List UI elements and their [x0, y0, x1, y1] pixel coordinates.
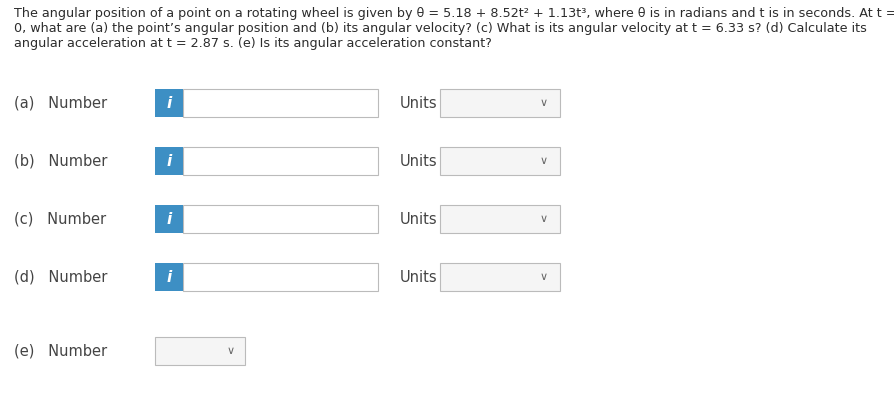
Text: i: i	[166, 154, 172, 168]
Text: angular acceleration at t = 2.87 s. (e) Is its angular acceleration constant?: angular acceleration at t = 2.87 s. (e) …	[14, 37, 492, 50]
Text: i: i	[166, 95, 172, 110]
Text: i: i	[166, 269, 172, 285]
Text: (e)   Number: (e) Number	[14, 344, 107, 359]
FancyBboxPatch shape	[155, 337, 245, 365]
FancyBboxPatch shape	[155, 89, 183, 117]
FancyBboxPatch shape	[440, 205, 560, 233]
FancyBboxPatch shape	[183, 205, 378, 233]
Text: ∨: ∨	[227, 346, 235, 356]
FancyBboxPatch shape	[440, 263, 560, 291]
FancyBboxPatch shape	[155, 147, 183, 175]
FancyBboxPatch shape	[155, 263, 183, 291]
Text: (c)   Number: (c) Number	[14, 212, 106, 227]
Text: Units: Units	[400, 154, 438, 168]
Text: The angular position of a point on a rotating wheel is given by θ = 5.18 + 8.52t: The angular position of a point on a rot…	[14, 7, 894, 20]
Text: Units: Units	[400, 212, 438, 227]
Text: ∨: ∨	[540, 98, 548, 108]
Text: (b)   Number: (b) Number	[14, 154, 107, 168]
FancyBboxPatch shape	[183, 263, 378, 291]
FancyBboxPatch shape	[440, 147, 560, 175]
Text: (a)   Number: (a) Number	[14, 95, 107, 110]
FancyBboxPatch shape	[155, 205, 183, 233]
Text: 0, what are (a) the point’s angular position and (b) its angular velocity? (c) W: 0, what are (a) the point’s angular posi…	[14, 22, 867, 35]
Text: Units: Units	[400, 269, 438, 285]
FancyBboxPatch shape	[183, 89, 378, 117]
FancyBboxPatch shape	[183, 147, 378, 175]
Text: i: i	[166, 212, 172, 227]
Text: ∨: ∨	[540, 214, 548, 224]
Text: (d)   Number: (d) Number	[14, 269, 107, 285]
Text: Units: Units	[400, 95, 438, 110]
Text: ∨: ∨	[540, 156, 548, 166]
Text: ∨: ∨	[540, 272, 548, 282]
FancyBboxPatch shape	[440, 89, 560, 117]
